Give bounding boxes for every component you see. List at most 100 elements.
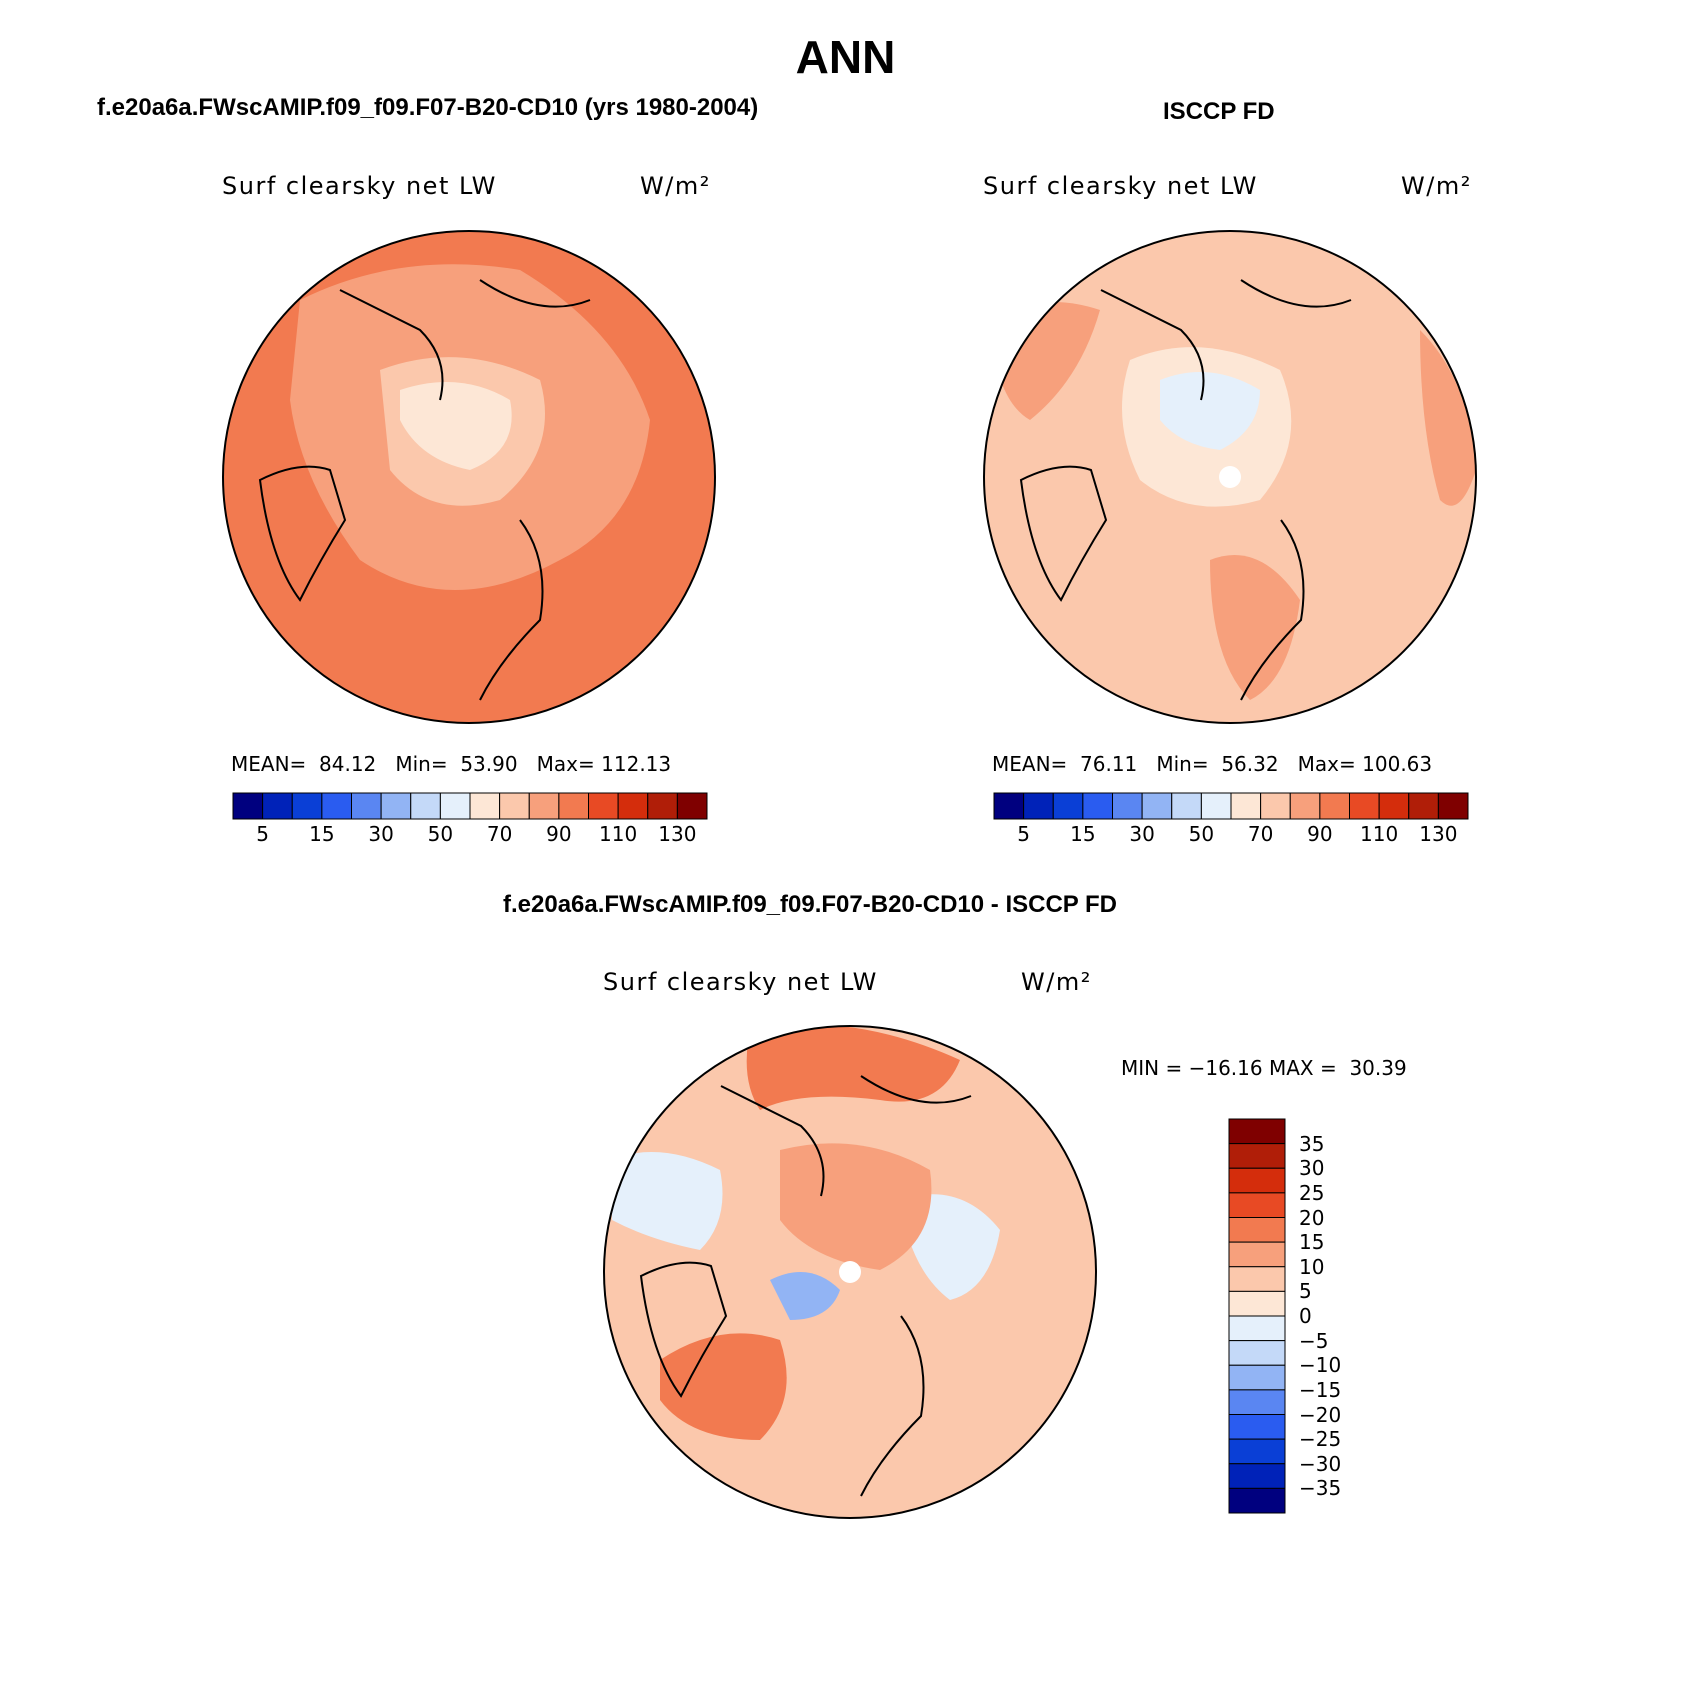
colorbar-swatch (1228, 1290, 1286, 1317)
colorbar-swatch (1228, 1389, 1286, 1415)
colorbar-swatch (410, 792, 441, 820)
tick: −25 (1299, 1427, 1342, 1452)
panel1-coastlines (339, 279, 591, 701)
panel2-colorbar-ticks: 5 15 30 50 70 90 110 130 (994, 822, 1468, 848)
panel1-units-label: W/m² (640, 172, 711, 200)
panel3-colorbar-ticks: 35 30 25 20 15 10 5 0 −5 −10 −15 −20 −25… (1299, 1119, 1379, 1513)
colorbar-swatch (1228, 1118, 1286, 1145)
tick: 110 (599, 822, 638, 846)
colorbar-swatch (1228, 1463, 1286, 1489)
colorbar-swatch (232, 792, 264, 820)
tick: 25 (1299, 1180, 1325, 1205)
colorbar-swatch (993, 792, 1025, 820)
tick: −15 (1299, 1377, 1342, 1402)
colorbar-swatch (1437, 792, 1469, 820)
colorbar-swatch (1228, 1364, 1286, 1391)
panel3-coastline-greenland (639, 1261, 728, 1398)
colorbar-swatch (1228, 1487, 1286, 1514)
panel1-coastline-greenland (258, 465, 347, 602)
colorbar-swatch (528, 792, 560, 820)
colorbar-swatch (1228, 1438, 1286, 1465)
panel3-case-title: f.e20a6a.FWscAMIP.f09_f09.F07-B20-CD10 -… (503, 891, 1118, 918)
panel2-units-label: W/m² (1401, 172, 1472, 200)
colorbar-swatch (291, 792, 323, 820)
tick: 30 (1299, 1156, 1325, 1181)
panel1-core-field (400, 382, 512, 470)
tick: 70 (1247, 822, 1274, 846)
colorbar-swatch (676, 792, 708, 820)
colorbar-swatch (1228, 1217, 1286, 1243)
colorbar-swatch (351, 792, 382, 820)
panel3-inner-field (780, 1143, 932, 1270)
colorbar-swatch (262, 792, 293, 820)
colorbar-swatch (1289, 792, 1321, 820)
panel1-colorbar-ticks: 5 15 30 50 70 90 110 130 (233, 822, 707, 848)
panel2-colorbar (993, 792, 1469, 820)
panel3-map-border (603, 1025, 1097, 1519)
panel1-polar-map (222, 230, 716, 724)
tick: 5 (256, 822, 269, 846)
panel3-warm-region-atlantic (660, 1333, 787, 1440)
colorbar-swatch (1023, 792, 1054, 820)
colorbar-swatch (1228, 1266, 1286, 1292)
colorbar-swatch (1408, 792, 1439, 820)
colorbar-swatch (1378, 792, 1410, 820)
tick: 35 (1299, 1131, 1325, 1156)
colorbar-swatch (1319, 792, 1350, 820)
tick: 30 (368, 822, 394, 846)
colorbar-swatch (380, 792, 412, 820)
tick: 50 (427, 822, 454, 846)
colorbar-swatch (1230, 792, 1262, 820)
panel1-colorbar (232, 792, 708, 820)
tick: 130 (1419, 822, 1458, 846)
tick: 90 (546, 822, 572, 846)
panel3-minmax: MIN = −16.16 MAX = 30.39 (1121, 1056, 1407, 1080)
colorbar-swatch (558, 792, 589, 820)
tick: 50 (1188, 822, 1215, 846)
tick: 5 (1299, 1279, 1312, 1304)
colorbar-swatch (1349, 792, 1380, 820)
panel3-pole-hole (839, 1261, 861, 1283)
colorbar-swatch (1228, 1167, 1286, 1194)
tick: 15 (1070, 822, 1096, 846)
colorbar-swatch (1228, 1340, 1286, 1366)
colorbar-swatch (1260, 792, 1291, 820)
colorbar-swatch (1171, 792, 1202, 820)
colorbar-swatch (1112, 792, 1143, 820)
colorbar-swatch (647, 792, 678, 820)
panel2-warm-region-2 (1420, 330, 1476, 506)
colorbar-swatch (1228, 1315, 1286, 1342)
colorbar-swatch (439, 792, 471, 820)
panel2-map-border (983, 230, 1477, 724)
panel3-variable-label: Surf clearsky net LW (603, 968, 878, 996)
colorbar-swatch (1052, 792, 1084, 820)
panel2-polar-map (983, 230, 1477, 724)
figure-title: ANN (795, 31, 896, 83)
tick: −30 (1299, 1451, 1342, 1476)
panel3-coastlines (720, 1075, 972, 1497)
panel2-warm-region-3 (1210, 555, 1300, 700)
colorbar-swatch (1200, 792, 1232, 820)
panel2-case-title: ISCCP FD (1163, 98, 1275, 125)
panel2-stats: MEAN= 76.11 Min= 56.32 Max= 100.63 (992, 752, 1433, 776)
colorbar-swatch (1228, 1143, 1286, 1169)
tick: −10 (1299, 1353, 1342, 1378)
panel2-variable-label: Surf clearsky net LW (983, 172, 1258, 200)
panel3-units-label: W/m² (1021, 968, 1092, 996)
tick: −5 (1299, 1328, 1329, 1353)
panel3-cool-region-1 (610, 1152, 723, 1250)
panel2-pole-hole (1219, 466, 1241, 488)
tick: 15 (309, 822, 335, 846)
panel3-colorbar (1228, 1118, 1286, 1514)
panel2-coastline-greenland (1019, 465, 1108, 602)
panel1-variable-label: Surf clearsky net LW (222, 172, 497, 200)
panel2-coastlines (1100, 279, 1352, 701)
tick: 5 (1017, 822, 1030, 846)
tick: 70 (486, 822, 513, 846)
colorbar-swatch (1228, 1192, 1286, 1218)
panel3-polar-map (603, 1025, 1097, 1519)
panel3-warm-region-siberia (746, 1026, 960, 1110)
colorbar-swatch (1228, 1414, 1286, 1440)
tick: 110 (1360, 822, 1399, 846)
panel1-case-title: f.e20a6a.FWscAMIP.f09_f09.F07-B20-CD10 (… (97, 94, 759, 121)
